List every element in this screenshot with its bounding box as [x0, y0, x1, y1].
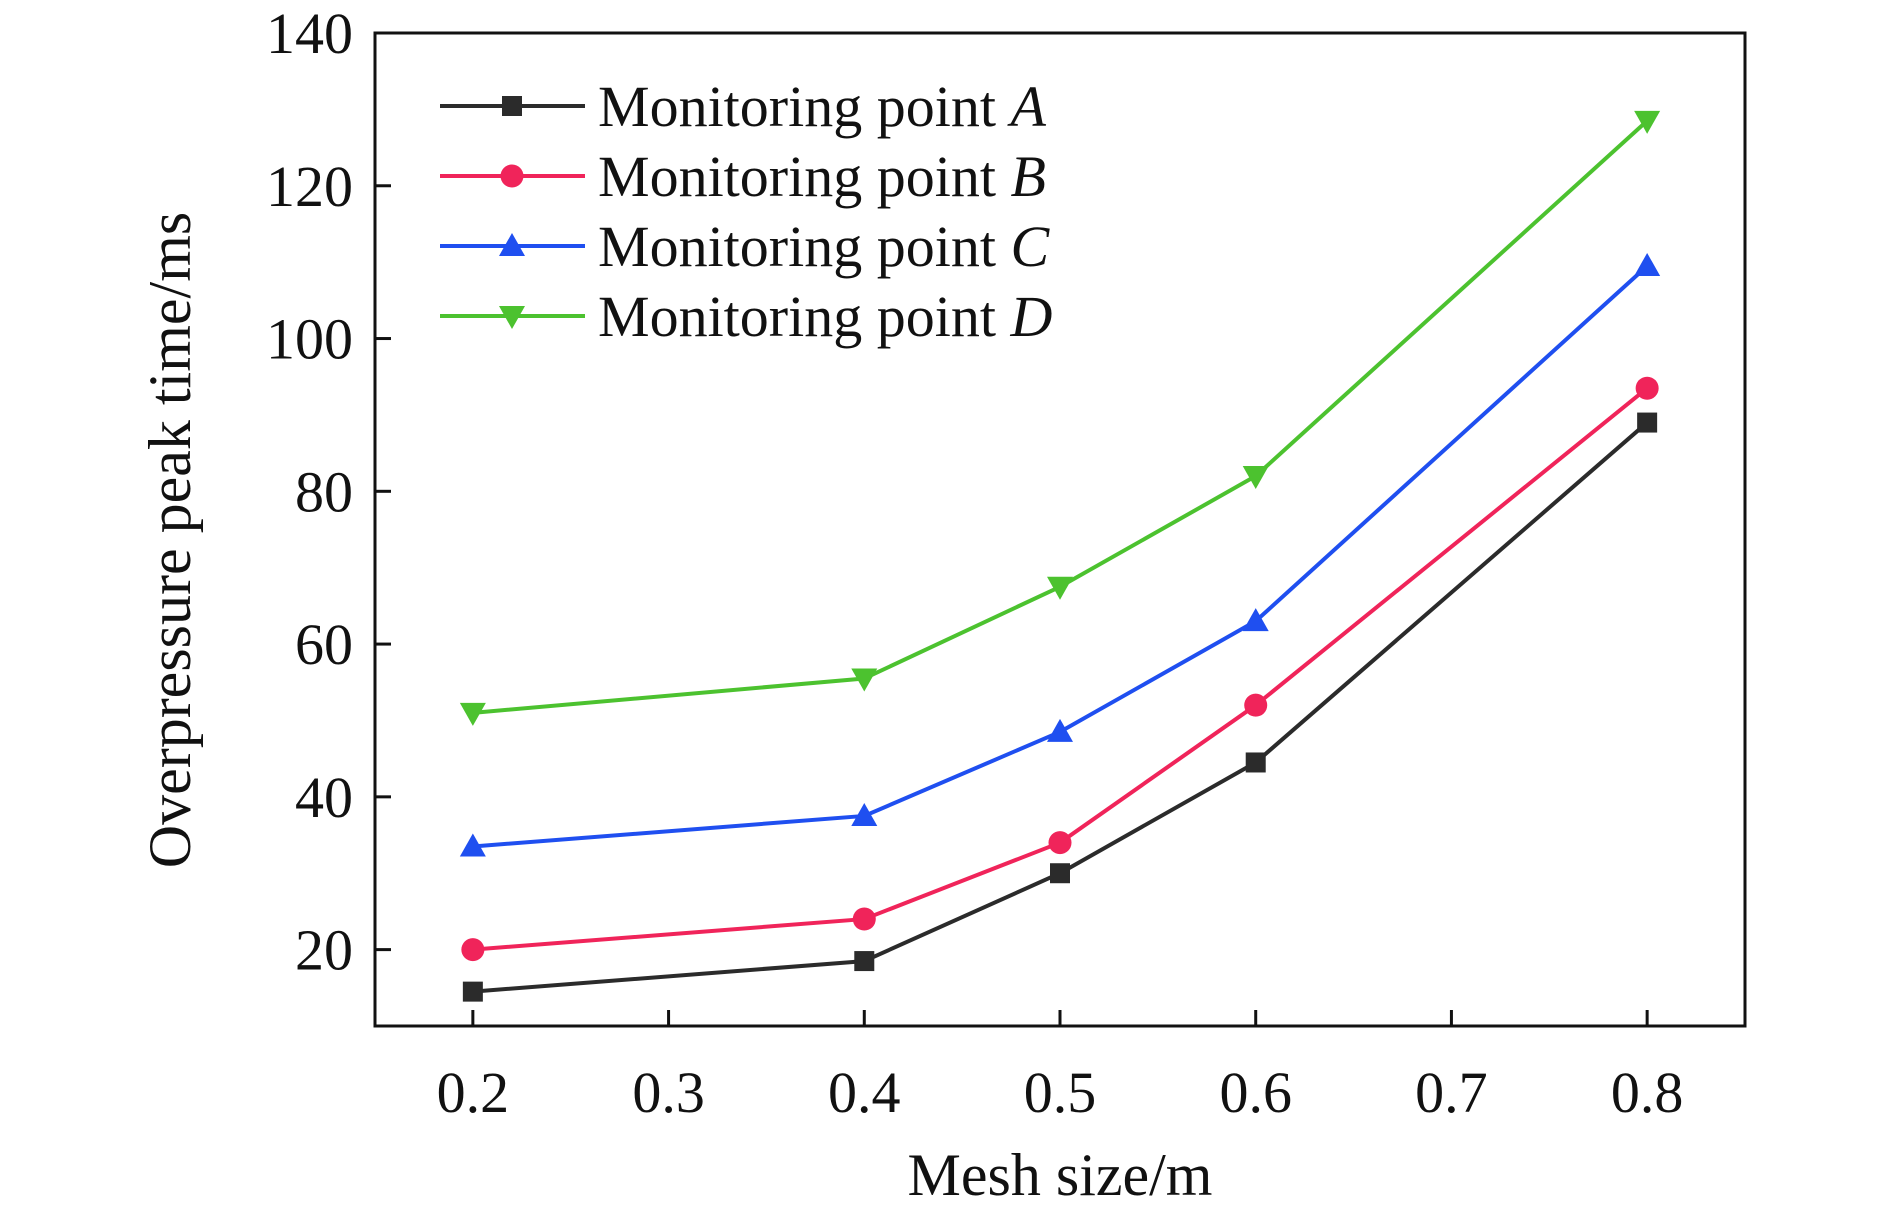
- data-point: [1635, 376, 1659, 400]
- series-lines: [459, 110, 1661, 1002]
- y-tick-label: 20: [295, 918, 353, 983]
- data-point: [1242, 608, 1269, 632]
- legend-entry-a: Monitoring point A: [440, 74, 1046, 139]
- legend-label: Monitoring point B: [598, 144, 1046, 209]
- legend-entry-b: Monitoring point B: [440, 144, 1046, 209]
- series-line: [472, 264, 1649, 849]
- series-c: [459, 252, 1661, 857]
- legend-label-variable: D: [1009, 284, 1052, 349]
- data-point: [1244, 693, 1268, 717]
- y-axis-title: Overpressure peak time/ms: [137, 212, 203, 868]
- x-tick-label: 0.4: [828, 1060, 901, 1125]
- series-d: [459, 110, 1661, 726]
- data-point: [1048, 831, 1072, 855]
- data-point: [1050, 863, 1070, 884]
- legend-label: Monitoring point C: [598, 214, 1050, 279]
- legend-label-variable: C: [1010, 214, 1050, 279]
- data-point: [461, 938, 485, 962]
- x-tick-label: 0.6: [1219, 1060, 1292, 1125]
- x-tick-label: 0.2: [437, 1060, 510, 1125]
- legend-marker: [499, 233, 525, 256]
- legend-label-prefix: Monitoring point: [598, 214, 1010, 279]
- y-tick-label: 120: [266, 154, 353, 219]
- x-axis-title: Mesh size/m: [908, 1142, 1213, 1208]
- data-point: [852, 907, 876, 931]
- series-b: [461, 376, 1659, 962]
- data-point: [1242, 466, 1269, 490]
- y-tick-label: 140: [266, 1, 353, 66]
- data-point: [1047, 718, 1073, 742]
- data-point: [1634, 252, 1661, 276]
- data-point: [851, 668, 878, 692]
- data-point: [1047, 576, 1073, 600]
- legend-label-prefix: Monitoring point: [598, 284, 1010, 349]
- y-tick-label: 40: [295, 765, 353, 830]
- x-tick-label: 0.3: [632, 1060, 705, 1125]
- legend-label-prefix: Monitoring point: [598, 74, 1010, 139]
- legend-entry-c: Monitoring point C: [440, 214, 1050, 279]
- y-tick-label: 100: [266, 307, 353, 372]
- legend-label-prefix: Monitoring point: [598, 144, 1010, 209]
- legend-label: Monitoring point A: [598, 74, 1046, 139]
- data-point: [854, 951, 875, 972]
- legend-marker: [500, 164, 524, 188]
- legend-entry-d: Monitoring point D: [440, 284, 1052, 349]
- y-tick-label: 60: [295, 612, 353, 677]
- series-line: [472, 421, 1649, 994]
- legend-marker: [499, 306, 525, 329]
- data-point: [851, 802, 878, 826]
- data-point: [1637, 412, 1658, 433]
- legend-label-variable: B: [1010, 144, 1045, 209]
- legend-label: Monitoring point D: [598, 284, 1052, 349]
- series-line: [472, 119, 1649, 715]
- axes: 0.2 0.3 0.4 0.5 0.6 0.7 0.8 20 40 60 80 100 120 140 Me…: [137, 1, 1747, 1208]
- legend-marker: [502, 96, 522, 116]
- data-point: [462, 981, 483, 1002]
- data-point: [459, 833, 486, 857]
- y-tick-label: 80: [295, 459, 353, 524]
- legend-label-variable: A: [1006, 74, 1046, 139]
- x-tick-label: 0.8: [1611, 1060, 1684, 1125]
- x-tick-label: 0.7: [1415, 1060, 1488, 1125]
- data-point: [459, 702, 486, 726]
- data-point: [1634, 110, 1661, 134]
- series-a: [462, 412, 1658, 1002]
- data-point: [1245, 752, 1266, 773]
- x-tick-label: 0.5: [1024, 1060, 1097, 1125]
